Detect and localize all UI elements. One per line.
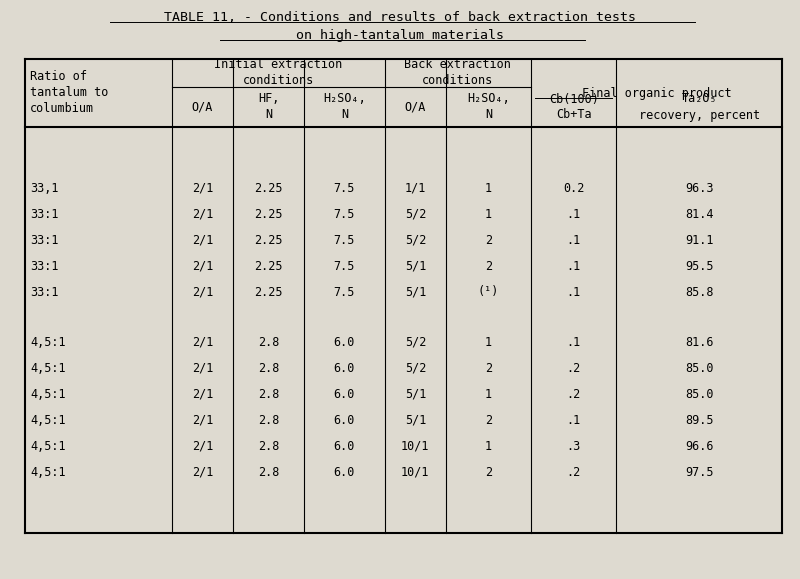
Text: Initial extraction
conditions: Initial extraction conditions bbox=[214, 58, 342, 87]
Text: 2: 2 bbox=[485, 466, 492, 478]
Text: .2: .2 bbox=[566, 387, 581, 401]
Text: 95.5: 95.5 bbox=[685, 259, 714, 273]
Text: 2/1: 2/1 bbox=[192, 413, 213, 427]
Text: 85.0: 85.0 bbox=[685, 387, 714, 401]
Text: 2/1: 2/1 bbox=[192, 233, 213, 247]
Text: 2.25: 2.25 bbox=[254, 207, 283, 221]
Text: 2/1: 2/1 bbox=[192, 387, 213, 401]
Text: 1: 1 bbox=[485, 181, 492, 195]
Text: 81.4: 81.4 bbox=[685, 207, 714, 221]
Text: 5/2: 5/2 bbox=[405, 233, 426, 247]
Text: HF,
N: HF, N bbox=[258, 93, 279, 122]
Text: O/A: O/A bbox=[192, 101, 213, 113]
Text: 2.8: 2.8 bbox=[258, 361, 279, 375]
Text: Ratio of
tantalum to
columbium: Ratio of tantalum to columbium bbox=[30, 71, 108, 115]
Text: 6.0: 6.0 bbox=[334, 413, 355, 427]
Text: 2.8: 2.8 bbox=[258, 439, 279, 453]
Text: 2: 2 bbox=[485, 361, 492, 375]
Text: 2/1: 2/1 bbox=[192, 259, 213, 273]
Text: .1: .1 bbox=[566, 259, 581, 273]
Text: 7.5: 7.5 bbox=[334, 259, 355, 273]
Text: 1: 1 bbox=[485, 387, 492, 401]
Text: 2.8: 2.8 bbox=[258, 387, 279, 401]
Text: 2: 2 bbox=[485, 413, 492, 427]
Text: H₂SO₄,
N: H₂SO₄, N bbox=[467, 93, 510, 122]
Text: 97.5: 97.5 bbox=[685, 466, 714, 478]
Text: 4,5:1: 4,5:1 bbox=[30, 439, 66, 453]
Text: 85.8: 85.8 bbox=[685, 285, 714, 299]
Text: 2.25: 2.25 bbox=[254, 181, 283, 195]
Text: 2.25: 2.25 bbox=[254, 259, 283, 273]
Text: 1: 1 bbox=[485, 439, 492, 453]
Text: 5/1: 5/1 bbox=[405, 413, 426, 427]
Text: 96.6: 96.6 bbox=[685, 439, 714, 453]
Text: Ta₂O₅
recovery, percent: Ta₂O₅ recovery, percent bbox=[638, 93, 760, 122]
Text: .1: .1 bbox=[566, 285, 581, 299]
Text: 1: 1 bbox=[485, 335, 492, 349]
Text: 81.6: 81.6 bbox=[685, 335, 714, 349]
Text: 7.5: 7.5 bbox=[334, 207, 355, 221]
Text: 4,5:1: 4,5:1 bbox=[30, 413, 66, 427]
Text: 6.0: 6.0 bbox=[334, 439, 355, 453]
Text: 96.3: 96.3 bbox=[685, 181, 714, 195]
Text: 4,5:1: 4,5:1 bbox=[30, 361, 66, 375]
Text: 5/1: 5/1 bbox=[405, 285, 426, 299]
Text: .2: .2 bbox=[566, 361, 581, 375]
Text: 5/2: 5/2 bbox=[405, 207, 426, 221]
Text: 2/1: 2/1 bbox=[192, 361, 213, 375]
Text: 7.5: 7.5 bbox=[334, 181, 355, 195]
Text: .1: .1 bbox=[566, 207, 581, 221]
Text: O/A: O/A bbox=[405, 101, 426, 113]
Text: 2/1: 2/1 bbox=[192, 285, 213, 299]
Text: 33:1: 33:1 bbox=[30, 259, 58, 273]
Text: 2.25: 2.25 bbox=[254, 285, 283, 299]
Text: 2/1: 2/1 bbox=[192, 335, 213, 349]
Text: on high-tantalum materials: on high-tantalum materials bbox=[296, 29, 504, 42]
Text: 2.8: 2.8 bbox=[258, 335, 279, 349]
Text: TABLE 11, - Conditions and results of back extraction tests: TABLE 11, - Conditions and results of ba… bbox=[164, 11, 636, 24]
Text: 7.5: 7.5 bbox=[334, 285, 355, 299]
Text: 1: 1 bbox=[485, 207, 492, 221]
Text: 7.5: 7.5 bbox=[334, 233, 355, 247]
Text: 5/1: 5/1 bbox=[405, 259, 426, 273]
Text: 2.25: 2.25 bbox=[254, 233, 283, 247]
Text: .1: .1 bbox=[566, 233, 581, 247]
Text: 6.0: 6.0 bbox=[334, 335, 355, 349]
Text: 2/1: 2/1 bbox=[192, 181, 213, 195]
Text: 85.0: 85.0 bbox=[685, 361, 714, 375]
Text: 4,5:1: 4,5:1 bbox=[30, 466, 66, 478]
Text: .1: .1 bbox=[566, 335, 581, 349]
Text: 2: 2 bbox=[485, 233, 492, 247]
Text: 2/1: 2/1 bbox=[192, 207, 213, 221]
Text: 10/1: 10/1 bbox=[401, 439, 430, 453]
Text: 1/1: 1/1 bbox=[405, 181, 426, 195]
Text: H₂SO₄,
N: H₂SO₄, N bbox=[323, 93, 366, 122]
Text: 2/1: 2/1 bbox=[192, 439, 213, 453]
Text: 33:1: 33:1 bbox=[30, 207, 58, 221]
Text: 0.2: 0.2 bbox=[563, 181, 585, 195]
Text: Cb(100)
Cb+Ta: Cb(100) Cb+Ta bbox=[549, 93, 598, 122]
Text: 2: 2 bbox=[485, 259, 492, 273]
Text: 5/1: 5/1 bbox=[405, 387, 426, 401]
Text: 33:1: 33:1 bbox=[30, 285, 58, 299]
Text: 2/1: 2/1 bbox=[192, 466, 213, 478]
Text: Back extraction
conditions: Back extraction conditions bbox=[405, 58, 511, 87]
Text: 4,5:1: 4,5:1 bbox=[30, 335, 66, 349]
Text: .3: .3 bbox=[566, 439, 581, 453]
Text: 33:1: 33:1 bbox=[30, 233, 58, 247]
Text: Final organic product: Final organic product bbox=[582, 86, 731, 100]
Text: .2: .2 bbox=[566, 466, 581, 478]
Text: 10/1: 10/1 bbox=[401, 466, 430, 478]
Text: 6.0: 6.0 bbox=[334, 387, 355, 401]
Text: 2.8: 2.8 bbox=[258, 413, 279, 427]
Text: 6.0: 6.0 bbox=[334, 466, 355, 478]
Text: 33,1: 33,1 bbox=[30, 181, 58, 195]
Text: (¹): (¹) bbox=[478, 285, 499, 299]
Text: 91.1: 91.1 bbox=[685, 233, 714, 247]
Text: 6.0: 6.0 bbox=[334, 361, 355, 375]
Text: 5/2: 5/2 bbox=[405, 361, 426, 375]
Text: .1: .1 bbox=[566, 413, 581, 427]
Text: 5/2: 5/2 bbox=[405, 335, 426, 349]
Text: 2.8: 2.8 bbox=[258, 466, 279, 478]
Text: 4,5:1: 4,5:1 bbox=[30, 387, 66, 401]
